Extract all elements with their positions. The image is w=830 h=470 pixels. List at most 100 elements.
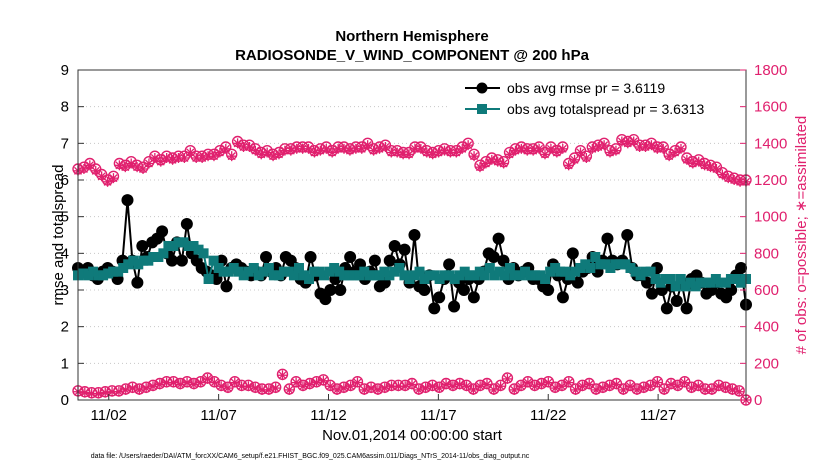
asterisk-stroke xyxy=(544,378,553,387)
asterisk-stroke xyxy=(718,170,727,179)
asterisk-stroke xyxy=(233,139,242,148)
spread-marker xyxy=(454,270,465,281)
rmse-marker xyxy=(131,276,144,289)
spread-marker xyxy=(83,270,94,281)
obs-assimilated-marker xyxy=(434,383,445,394)
spread-marker xyxy=(103,268,114,279)
spread-marker xyxy=(93,270,104,281)
asterisk-stroke xyxy=(735,387,744,396)
obs-assimilated-marker xyxy=(734,386,745,397)
spread-marker xyxy=(570,266,581,277)
spread-marker xyxy=(504,263,515,273)
obs-assimilated-marker xyxy=(551,147,562,158)
rmse-marker xyxy=(487,251,500,263)
rmse-marker xyxy=(735,262,748,274)
asterisk-stroke xyxy=(635,143,644,151)
asterisk-stroke xyxy=(381,143,390,151)
y-axis-right-label: # of obs: o=possible; ∗=assimilated xyxy=(793,116,810,355)
obs-assimilated-marker xyxy=(333,143,344,154)
x-axis-label: Nov.01,2014 00:00:00 start xyxy=(322,427,503,444)
asterisk-stroke xyxy=(728,385,737,394)
asterisk-stroke xyxy=(271,384,280,393)
spread-marker xyxy=(148,252,159,262)
obs-assimilated-marker xyxy=(120,162,131,173)
x-tick-label: 11/17 xyxy=(420,407,456,424)
asterisk-stroke xyxy=(79,165,88,173)
chart-title: Northern Hemisphere xyxy=(335,28,488,45)
y-left-tick-label: 1 xyxy=(61,355,69,372)
asterisk-stroke xyxy=(150,154,159,162)
asterisk-stroke xyxy=(210,378,219,387)
asterisk-stroke xyxy=(611,146,620,155)
obs-assimilated-marker xyxy=(345,381,356,392)
x-tick-label: 11/22 xyxy=(530,407,566,424)
obs-assimilated-marker xyxy=(386,147,397,158)
asterisk-stroke xyxy=(115,161,124,170)
asterisk-stroke xyxy=(410,144,419,153)
obs-assimilated-marker xyxy=(415,143,426,154)
asterisk-stroke xyxy=(626,382,635,391)
asterisk-stroke xyxy=(322,144,331,153)
asterisk-stroke xyxy=(174,154,183,162)
obs-assimilated-marker xyxy=(141,383,152,394)
spread-marker xyxy=(118,263,129,273)
x-tick-label: 11/02 xyxy=(91,407,127,424)
rmse-marker xyxy=(418,284,431,296)
asterisk-stroke xyxy=(667,380,676,389)
y-right-tick-label: 0 xyxy=(754,392,762,409)
obs-assimilated-marker xyxy=(504,149,515,160)
asterisk-stroke xyxy=(712,165,721,173)
rmse-marker xyxy=(433,291,446,304)
asterisk-stroke xyxy=(127,159,136,168)
obs-assimilated-marker xyxy=(502,373,513,384)
obs-assimilated-marker xyxy=(127,383,138,394)
asterisk-stroke xyxy=(230,378,239,387)
asterisk-stroke xyxy=(87,389,96,398)
spread-marker xyxy=(379,266,390,277)
spread-marker xyxy=(665,274,676,284)
obs-assimilated-marker xyxy=(352,377,363,388)
spread-marker xyxy=(645,266,656,277)
obs-assimilated-marker xyxy=(232,138,243,149)
asterisk-stroke xyxy=(326,382,335,391)
spread-marker xyxy=(520,266,531,277)
spread-marker xyxy=(560,266,571,277)
obs-assimilated-marker xyxy=(631,384,642,395)
obs-assimilated-marker xyxy=(229,377,240,388)
spread-marker xyxy=(444,270,455,281)
asterisk-stroke xyxy=(442,380,451,389)
y-left-tick-label: 7 xyxy=(61,135,69,152)
spread-marker xyxy=(494,266,505,277)
legend-rmse-label: obs avg rmse pr = 3.6119 xyxy=(507,80,665,96)
rmse-marker xyxy=(156,225,169,238)
spread-marker xyxy=(143,255,154,266)
spread-marker xyxy=(464,270,475,281)
asterisk-stroke xyxy=(192,154,201,162)
spread-marker xyxy=(590,252,601,262)
asterisk-stroke xyxy=(694,382,703,391)
y-left-tick-label: 4 xyxy=(61,245,69,262)
asterisk-stroke xyxy=(571,385,580,394)
spread-marker xyxy=(525,270,536,281)
obs-assimilated-marker xyxy=(534,143,545,154)
obs-assimilated-marker xyxy=(664,151,675,162)
asterisk-stroke xyxy=(298,144,307,153)
spread-marker xyxy=(429,270,440,281)
obs-assimilated-marker xyxy=(488,384,499,395)
rmse-marker xyxy=(621,229,634,241)
asterisk-stroke xyxy=(552,148,561,157)
spread-marker xyxy=(424,270,435,281)
obs-assimilated-marker xyxy=(720,383,731,394)
obs-assimilated-marker xyxy=(209,377,220,388)
spread-marker xyxy=(384,270,395,281)
obs-assimilated-marker xyxy=(356,143,367,154)
spread-marker xyxy=(474,266,485,277)
spread-marker xyxy=(349,270,360,281)
obs-assimilated-marker xyxy=(427,381,438,392)
spread-marker xyxy=(319,270,330,281)
spread-marker xyxy=(685,277,696,288)
spread-marker xyxy=(479,270,490,281)
asterisk-stroke xyxy=(186,148,195,157)
spread-marker xyxy=(354,270,365,281)
